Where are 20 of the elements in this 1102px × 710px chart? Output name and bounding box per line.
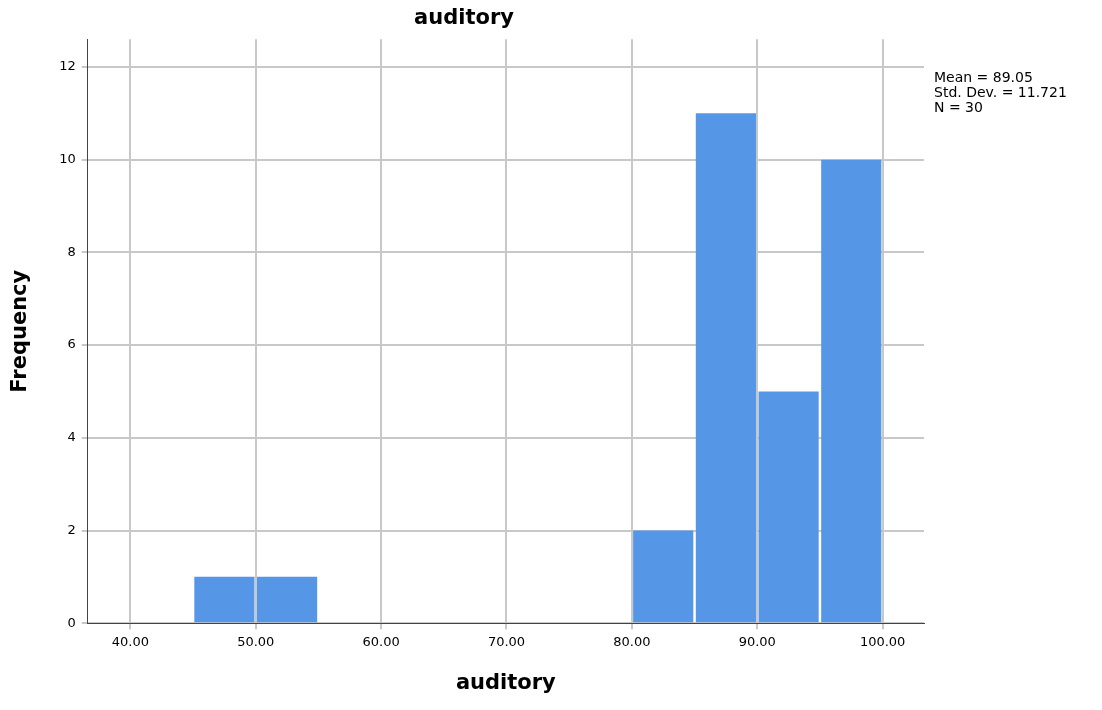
- text: Std. Dev. = 11.721: [934, 84, 1067, 100]
- x-tick-label: 70.00: [487, 634, 526, 650]
- chart-title: auditory: [414, 5, 515, 30]
- x-axis-title: auditory: [455, 669, 557, 694]
- y-tick-label: 0: [67, 614, 76, 630]
- x-tick-label: 90.00: [738, 634, 776, 650]
- x-tick-label: 40.00: [111, 634, 149, 650]
- x-tick-label: 100.00: [859, 634, 906, 650]
- y-axis-title: Frequency: [7, 269, 32, 393]
- y-tick-label: 10: [59, 151, 76, 167]
- y-tick-label: 4: [67, 429, 76, 445]
- x-tick-label: 80.00: [613, 634, 651, 650]
- text: N = 30: [934, 99, 984, 115]
- x-tick-label: 60.00: [362, 634, 400, 650]
- y-tick-label: 8: [67, 243, 76, 259]
- y-tick-label: 2: [67, 521, 76, 537]
- y-tick-label: 12: [59, 58, 76, 74]
- text: Mean = 89.05: [934, 69, 1034, 85]
- y-tick-label: 6: [67, 336, 76, 352]
- x-tick-label: 50.00: [237, 634, 275, 650]
